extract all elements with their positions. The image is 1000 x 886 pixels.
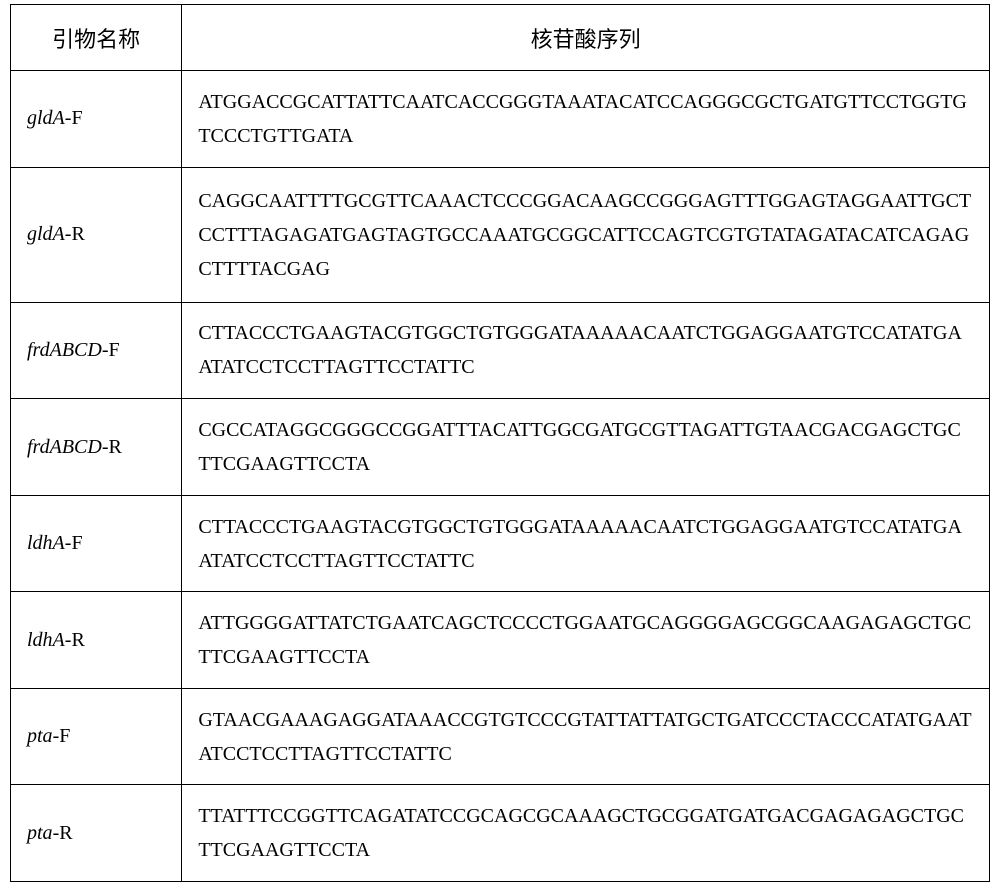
sequence-cell: CGCCATAGGCGGGCCGGATTTACATTGGCGATGCGTTAGA… bbox=[182, 399, 990, 496]
table-body: gldA-FATGGACCGCATTATTCAATCACCGGGTAAATACA… bbox=[11, 71, 990, 882]
primer-suffix: -R bbox=[65, 223, 85, 245]
sequence-cell: CTTACCCTGAAGTACGTGGCTGTGGGATAAAAACAATCTG… bbox=[182, 302, 990, 399]
gene-name: frdABCD bbox=[27, 339, 102, 361]
primer-name-cell: gldA-F bbox=[11, 71, 182, 168]
sequence-cell: CTTACCCTGAAGTACGTGGCTGTGGGATAAAAACAATCTG… bbox=[182, 495, 990, 592]
table-row: gldA-RCAGGCAATTTTGCGTTCAAACTCCCGGACAAGCC… bbox=[11, 167, 990, 302]
sequence-cell: GTAACGAAAGAGGATAAACCGTGTCCCGTATTATTATGCT… bbox=[182, 688, 990, 785]
primer-suffix: -R bbox=[53, 822, 73, 844]
table-row: ldhA-FCTTACCCTGAAGTACGTGGCTGTGGGATAAAAAC… bbox=[11, 495, 990, 592]
column-header-sequence: 核苷酸序列 bbox=[182, 5, 990, 71]
primer-name-cell: frdABCD-F bbox=[11, 302, 182, 399]
table-row: pta-RTTATTTCCGGTTCAGATATCCGCAGCGCAAAGCTG… bbox=[11, 785, 990, 882]
gene-name: ldhA bbox=[27, 629, 65, 651]
primer-suffix: -F bbox=[65, 532, 83, 554]
primer-table: 引物名称 核苷酸序列 gldA-FATGGACCGCATTATTCAATCACC… bbox=[10, 4, 990, 882]
table-row: gldA-FATGGACCGCATTATTCAATCACCGGGTAAATACA… bbox=[11, 71, 990, 168]
primer-table-container: 引物名称 核苷酸序列 gldA-FATGGACCGCATTATTCAATCACC… bbox=[0, 0, 1000, 886]
sequence-cell: CAGGCAATTTTGCGTTCAAACTCCCGGACAAGCCGGGAGT… bbox=[182, 167, 990, 302]
gene-name: gldA bbox=[27, 107, 65, 129]
table-row: frdABCD-FCTTACCCTGAAGTACGTGGCTGTGGGATAAA… bbox=[11, 302, 990, 399]
primer-name-cell: ldhA-F bbox=[11, 495, 182, 592]
primer-suffix: -F bbox=[53, 725, 71, 747]
table-row: pta-FGTAACGAAAGAGGATAAACCGTGTCCCGTATTATT… bbox=[11, 688, 990, 785]
table-row: frdABCD-RCGCCATAGGCGGGCCGGATTTACATTGGCGA… bbox=[11, 399, 990, 496]
primer-name-cell: gldA-R bbox=[11, 167, 182, 302]
primer-suffix: -R bbox=[65, 629, 85, 651]
primer-name-cell: ldhA-R bbox=[11, 592, 182, 689]
primer-name-cell: pta-R bbox=[11, 785, 182, 882]
gene-name: pta bbox=[27, 822, 53, 844]
gene-name: frdABCD bbox=[27, 436, 102, 458]
primer-suffix: -R bbox=[102, 436, 122, 458]
table-row: ldhA-RATTGGGGATTATCTGAATCAGCTCCCCTGGAATG… bbox=[11, 592, 990, 689]
sequence-cell: ATGGACCGCATTATTCAATCACCGGGTAAATACATCCAGG… bbox=[182, 71, 990, 168]
gene-name: gldA bbox=[27, 223, 65, 245]
gene-name: pta bbox=[27, 725, 53, 747]
column-header-name: 引物名称 bbox=[11, 5, 182, 71]
sequence-cell: ATTGGGGATTATCTGAATCAGCTCCCCTGGAATGCAGGGG… bbox=[182, 592, 990, 689]
table-header-row: 引物名称 核苷酸序列 bbox=[11, 5, 990, 71]
gene-name: ldhA bbox=[27, 532, 65, 554]
primer-suffix: -F bbox=[65, 107, 83, 129]
primer-name-cell: frdABCD-R bbox=[11, 399, 182, 496]
primer-name-cell: pta-F bbox=[11, 688, 182, 785]
primer-suffix: -F bbox=[102, 339, 120, 361]
sequence-cell: TTATTTCCGGTTCAGATATCCGCAGCGCAAAGCTGCGGAT… bbox=[182, 785, 990, 882]
